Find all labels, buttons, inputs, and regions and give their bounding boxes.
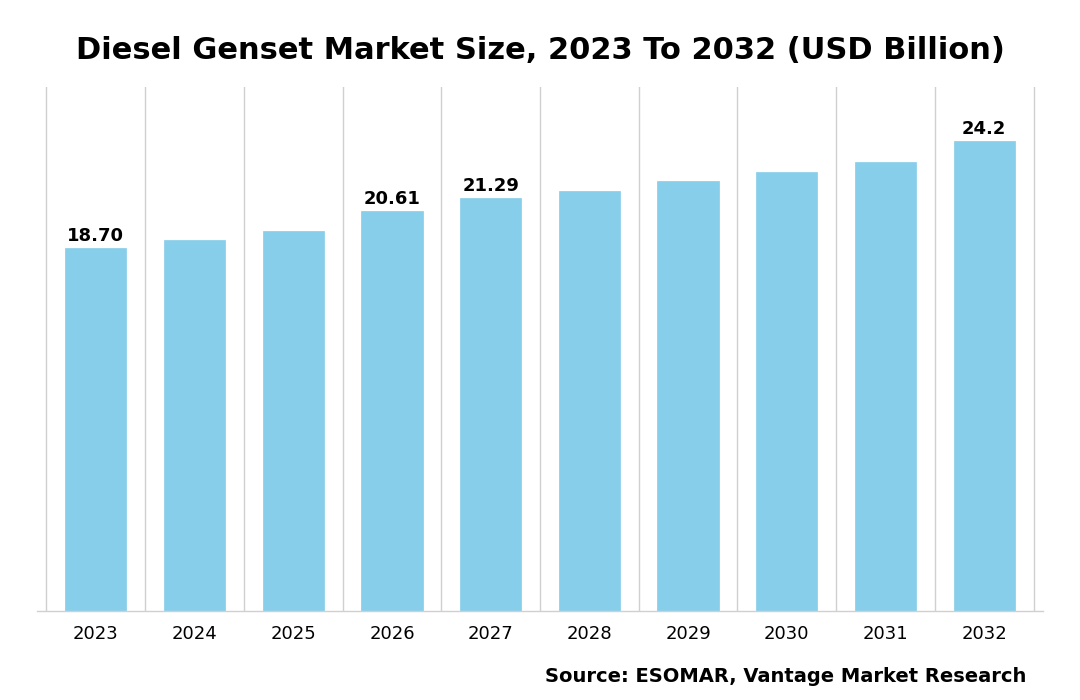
- Text: 20.61: 20.61: [364, 190, 420, 208]
- Bar: [362, 211, 422, 611]
- Title: Diesel Genset Market Size, 2023 To 2032 (USD Billion): Diesel Genset Market Size, 2023 To 2032 …: [76, 36, 1004, 65]
- Text: 18.70: 18.70: [67, 227, 124, 245]
- Bar: [954, 141, 1015, 611]
- Bar: [164, 240, 225, 611]
- Bar: [65, 248, 126, 611]
- Bar: [558, 190, 620, 611]
- Bar: [756, 172, 818, 611]
- Text: 24.2: 24.2: [962, 120, 1007, 138]
- Bar: [658, 181, 718, 611]
- Bar: [460, 197, 522, 611]
- Bar: [262, 232, 324, 611]
- Bar: [855, 162, 916, 611]
- Text: 21.29: 21.29: [462, 177, 519, 195]
- Text: Source: ESOMAR, Vantage Market Research: Source: ESOMAR, Vantage Market Research: [544, 667, 1026, 686]
